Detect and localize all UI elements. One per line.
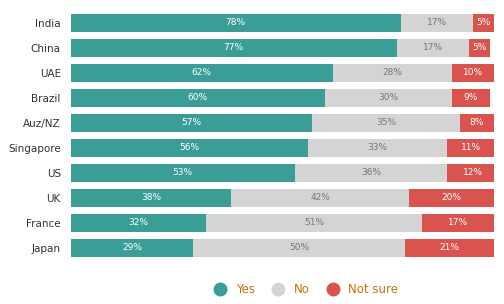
- Bar: [71, 164, 295, 182]
- Text: 38%: 38%: [141, 193, 161, 202]
- Text: 57%: 57%: [181, 118, 201, 127]
- Bar: [469, 39, 490, 57]
- Text: 5%: 5%: [476, 18, 490, 27]
- Text: 50%: 50%: [289, 243, 309, 252]
- Text: 17%: 17%: [427, 18, 447, 27]
- Text: 51%: 51%: [304, 218, 324, 227]
- Bar: [295, 164, 448, 182]
- Bar: [452, 64, 494, 82]
- Text: 20%: 20%: [442, 193, 462, 202]
- Text: 60%: 60%: [187, 93, 208, 102]
- Bar: [71, 139, 307, 157]
- Text: 28%: 28%: [383, 68, 402, 77]
- Text: 5%: 5%: [472, 43, 486, 52]
- Text: 53%: 53%: [173, 168, 193, 177]
- Text: 30%: 30%: [378, 93, 398, 102]
- Bar: [448, 139, 494, 157]
- Bar: [71, 39, 397, 57]
- Bar: [307, 139, 448, 157]
- Text: 8%: 8%: [470, 118, 484, 127]
- Bar: [409, 189, 494, 207]
- Text: 35%: 35%: [376, 118, 396, 127]
- Bar: [71, 239, 194, 257]
- Text: 36%: 36%: [361, 168, 381, 177]
- Text: 21%: 21%: [439, 243, 460, 252]
- Text: 11%: 11%: [461, 143, 481, 152]
- Bar: [71, 189, 231, 207]
- Text: 32%: 32%: [129, 218, 148, 227]
- Bar: [206, 214, 422, 232]
- Text: 56%: 56%: [179, 143, 199, 152]
- Bar: [422, 214, 494, 232]
- Bar: [231, 189, 409, 207]
- Bar: [452, 89, 490, 107]
- Legend: Yes, No, Not sure: Yes, No, Not sure: [204, 278, 403, 301]
- Text: 62%: 62%: [192, 68, 212, 77]
- Bar: [397, 39, 469, 57]
- Text: 29%: 29%: [122, 243, 142, 252]
- Bar: [325, 89, 452, 107]
- Bar: [460, 114, 494, 132]
- Text: 33%: 33%: [367, 143, 388, 152]
- Text: 12%: 12%: [463, 168, 483, 177]
- Bar: [71, 114, 312, 132]
- Bar: [71, 64, 333, 82]
- Bar: [71, 14, 401, 32]
- Text: 10%: 10%: [463, 68, 483, 77]
- Bar: [194, 239, 405, 257]
- Bar: [448, 164, 498, 182]
- Bar: [473, 14, 494, 32]
- Text: 17%: 17%: [448, 218, 468, 227]
- Text: 78%: 78%: [226, 18, 246, 27]
- Text: 17%: 17%: [422, 43, 443, 52]
- Bar: [333, 64, 452, 82]
- Bar: [71, 89, 325, 107]
- Bar: [312, 114, 460, 132]
- Bar: [71, 214, 206, 232]
- Text: 9%: 9%: [464, 93, 478, 102]
- Bar: [401, 14, 473, 32]
- Text: 77%: 77%: [223, 43, 243, 52]
- Text: 42%: 42%: [310, 193, 330, 202]
- Bar: [405, 239, 494, 257]
